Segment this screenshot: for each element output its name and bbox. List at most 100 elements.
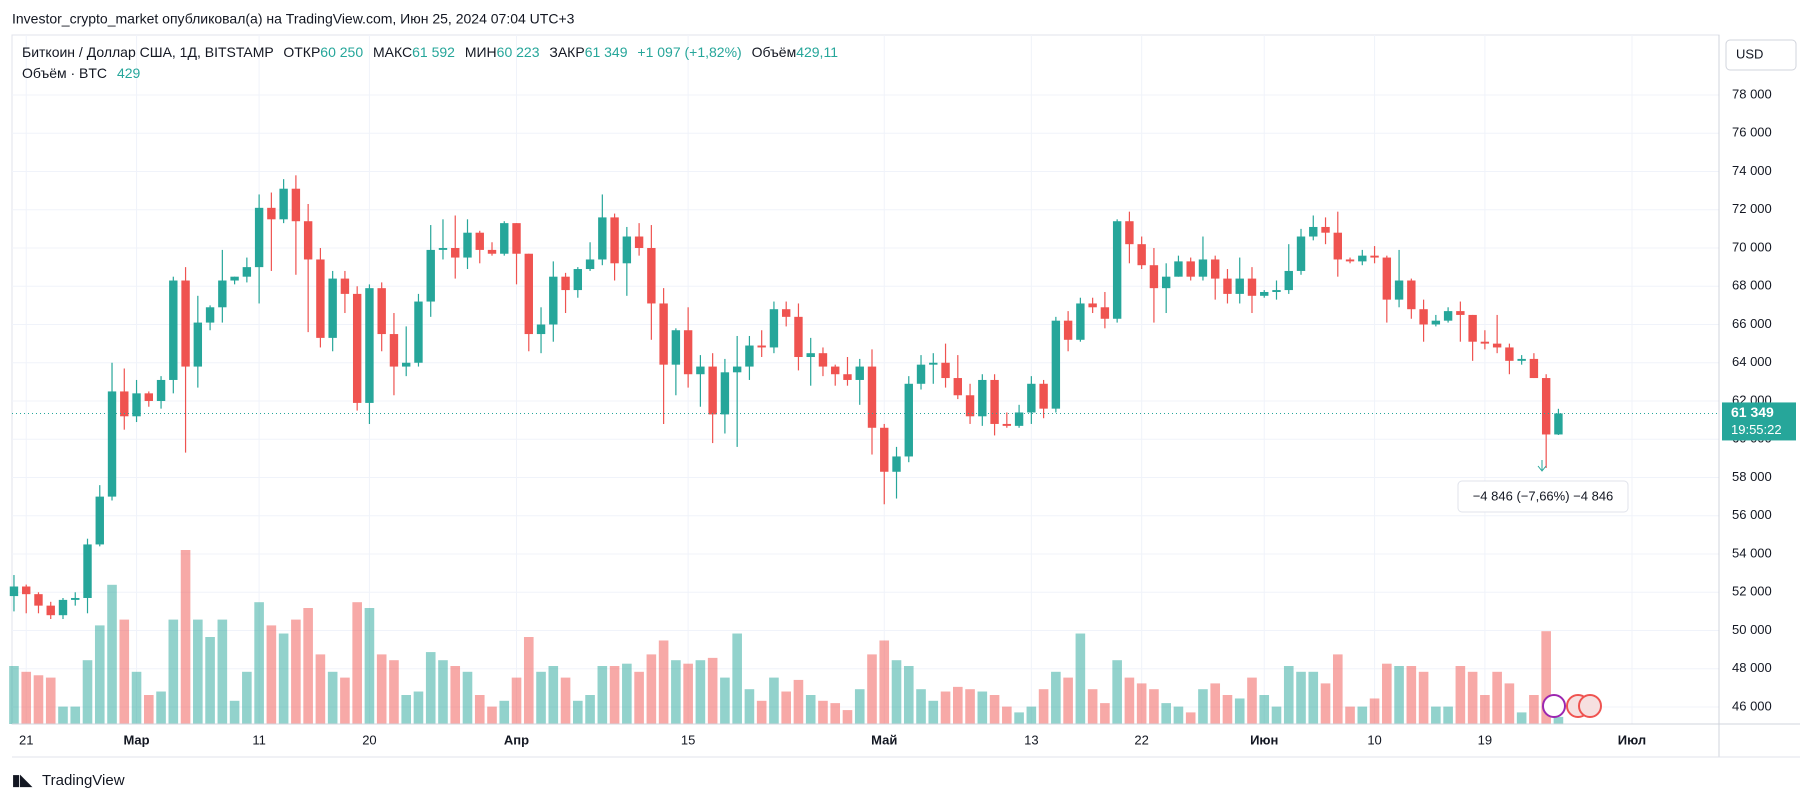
volume-bar xyxy=(1100,703,1110,724)
candle-body xyxy=(1076,303,1085,340)
event-icon[interactable] xyxy=(1542,694,1566,718)
volume-bar xyxy=(413,691,424,724)
candle-body xyxy=(659,303,668,365)
volume-bar xyxy=(1161,703,1171,724)
volume-bar xyxy=(217,619,228,724)
volume-bar xyxy=(462,671,473,724)
currency-button[interactable] xyxy=(1725,39,1797,71)
candle-body xyxy=(1541,378,1551,435)
candle-body xyxy=(683,330,693,375)
volume-bar xyxy=(1296,671,1306,724)
volume-bar xyxy=(389,660,399,724)
volume-study-value: 429 xyxy=(117,65,141,81)
volume-bar xyxy=(1198,689,1208,724)
volume-bar xyxy=(1541,631,1551,724)
candle-body xyxy=(402,362,411,367)
candle-body xyxy=(34,594,43,606)
x-tick-label: 19 xyxy=(1478,732,1492,747)
y-tick-label: 66 000 xyxy=(1732,316,1772,331)
volume-bar xyxy=(425,652,436,724)
candle-body xyxy=(71,597,80,600)
volume-bar xyxy=(953,686,963,724)
candle-body xyxy=(757,345,766,348)
footer: TradingView xyxy=(42,772,125,789)
x-tick-label: Мар xyxy=(123,732,149,747)
volume-bar xyxy=(928,700,939,724)
event-icon[interactable] xyxy=(1578,694,1602,718)
candle-body xyxy=(193,322,203,367)
candle-body xyxy=(328,278,337,338)
candle-body xyxy=(647,247,656,304)
x-tick-label: 20 xyxy=(362,732,376,747)
volume-bar xyxy=(1234,698,1245,724)
x-tick-label: Июн xyxy=(1250,732,1278,747)
candle-body xyxy=(181,280,190,367)
candle-body xyxy=(1063,320,1073,340)
volume-bar xyxy=(781,691,791,724)
candle-body xyxy=(132,393,141,417)
volume-bar xyxy=(707,657,718,724)
y-tick-label: 68 000 xyxy=(1732,278,1772,293)
volume-bar xyxy=(1259,695,1270,724)
high: 61 592 xyxy=(412,44,455,60)
volume-bar xyxy=(1222,695,1233,724)
candle-body xyxy=(340,278,350,294)
volume-bar xyxy=(1051,671,1061,724)
candle-body xyxy=(1002,423,1012,426)
currency[interactable]: USD xyxy=(1736,46,1763,61)
low: 60 223 xyxy=(497,44,540,60)
candle-body xyxy=(1370,255,1379,258)
y-tick-label: 48 000 xyxy=(1732,660,1772,675)
annotation: −4 846 (−7,66%) −4 846 xyxy=(1473,488,1614,503)
volume-bar xyxy=(1345,706,1355,724)
volume-bar xyxy=(1002,706,1012,724)
candle-body xyxy=(598,217,607,260)
volume-bar xyxy=(511,677,522,724)
candle-body xyxy=(365,288,374,403)
candle-body xyxy=(1100,307,1110,319)
candle-body xyxy=(1014,412,1024,426)
volume-bar xyxy=(548,666,559,724)
volume-bar xyxy=(278,633,289,724)
volume-bar xyxy=(769,677,779,724)
volume-bar xyxy=(977,691,988,724)
volume-bar xyxy=(1480,695,1490,724)
candle-body xyxy=(291,188,301,222)
candle-body xyxy=(843,374,852,380)
candle-body xyxy=(769,309,779,348)
candle-body xyxy=(218,280,227,308)
volume-bar xyxy=(1026,706,1037,724)
volume-bar xyxy=(438,660,448,724)
volume-bar xyxy=(854,689,865,724)
volume-bar xyxy=(609,666,620,724)
volume-bar xyxy=(474,695,485,724)
volume-legend: Объём · BTC 429 xyxy=(22,65,141,81)
candle-body xyxy=(1407,280,1416,310)
candle-body xyxy=(1505,347,1514,361)
volume-bar xyxy=(193,619,203,724)
x-tick-label: 13 xyxy=(1024,732,1038,747)
volume-bar xyxy=(634,671,644,724)
volume-bar xyxy=(1553,716,1564,724)
volume-bar xyxy=(1492,671,1502,724)
volume-bar xyxy=(916,689,926,724)
candles xyxy=(9,175,1563,620)
volume-bar xyxy=(131,671,142,724)
volume-bar xyxy=(1443,706,1453,724)
change: +1 097 (+1,82%) xyxy=(637,44,741,60)
candle-body xyxy=(316,259,325,338)
event-icons[interactable] xyxy=(1542,694,1602,718)
low-label: МИН xyxy=(465,44,497,60)
candle-body xyxy=(978,379,987,417)
candle-body xyxy=(414,301,423,363)
volume-bar xyxy=(523,637,534,724)
volume-bar xyxy=(646,654,657,724)
measure-arrow xyxy=(1537,460,1547,472)
candle-body xyxy=(9,586,19,597)
candle-body xyxy=(1223,278,1232,294)
volume-bar xyxy=(327,671,338,724)
volume-bar xyxy=(156,691,166,724)
volume-bar xyxy=(793,679,804,724)
volume-bar xyxy=(33,675,44,724)
